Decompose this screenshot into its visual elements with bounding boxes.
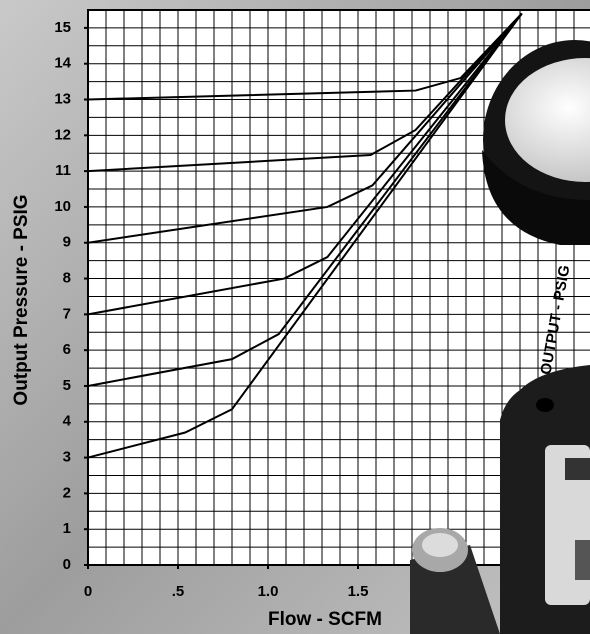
regulator-photo: OUTPUT - PSIG [410,40,590,634]
x-tick-label: 0 [84,583,92,600]
y-tick-label: 4 [63,413,72,430]
y-tick-label: 9 [63,234,71,251]
y-tick-label: 0 [63,556,71,573]
y-tick-label: 6 [63,341,71,358]
y-tick-label: 1 [63,520,71,537]
y-tick-label: 11 [55,162,71,179]
screw [536,398,554,412]
y-tick-label: 15 [54,19,71,36]
y-axis-title: Output Pressure - PSIG [11,194,32,405]
label-logo [565,458,590,480]
y-tick-label: 5 [63,377,71,394]
x-tick-label: .5 [172,583,185,600]
y-tick-label: 13 [54,90,71,107]
y-tick-label: 8 [63,270,71,287]
series-line [87,12,523,387]
series-line [87,12,523,316]
y-tick-label: 12 [54,126,71,143]
y-tick-label: 7 [63,305,71,322]
label-text-block [575,540,590,580]
y-tick-label: 2 [63,484,71,501]
x-axis-title: Flow - SCFM [268,609,382,630]
y-tick-label: 3 [63,449,71,466]
x-tick-label: 1.5 [348,583,369,600]
y-tick-label: 14 [54,55,71,72]
x-tick-label: 1.0 [258,583,279,600]
series-line [87,12,523,244]
gauge-face [505,58,590,182]
gauge-rim [482,150,590,245]
series-line [87,12,523,459]
y-tick-label: 10 [54,198,71,215]
series-line [87,12,523,173]
bolt-head [422,533,458,557]
